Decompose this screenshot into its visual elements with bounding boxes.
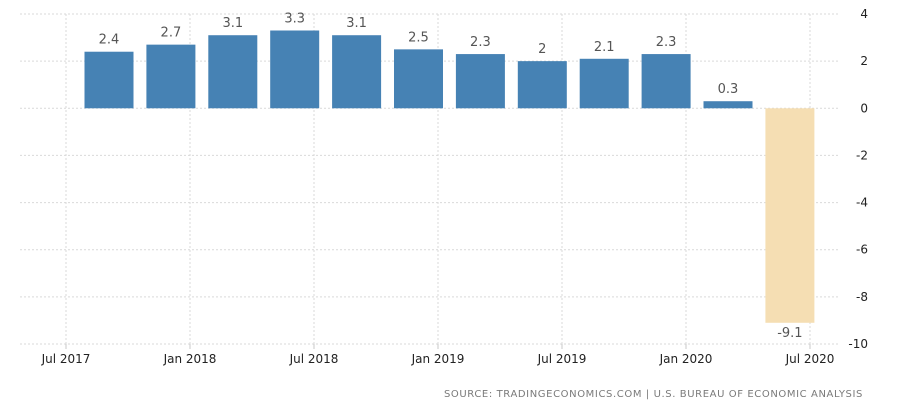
x-tick-label: Jul 2019 — [537, 352, 587, 366]
bar — [208, 35, 258, 109]
bars-group — [84, 30, 815, 323]
bar-data-label: 2.5 — [408, 30, 429, 45]
bar-data-label: -9.1 — [777, 326, 802, 341]
x-tick-label: Jan 2020 — [659, 352, 713, 366]
bar — [146, 44, 196, 109]
y-tick-label: 0 — [860, 101, 868, 115]
bar — [641, 54, 691, 109]
bar-data-label: 3.1 — [222, 16, 243, 31]
y-tick-label: 4 — [860, 7, 868, 21]
bar-data-label: 2.7 — [161, 26, 182, 41]
bar — [394, 49, 443, 109]
x-tick-label: Jan 2019 — [411, 352, 465, 366]
bar — [455, 54, 505, 109]
y-tick-label: -6 — [856, 243, 868, 257]
bar — [703, 101, 753, 109]
bar-data-label: 3.3 — [284, 12, 305, 27]
y-axis: 4 2 0 -2 -4 -6 -8 -10 — [848, 7, 868, 351]
x-axis: Jul 2017 Jan 2018 Jul 2018 Jan 2019 Jul 2019… — [41, 344, 835, 366]
bar — [270, 30, 320, 109]
bar-data-label: 2.3 — [656, 35, 677, 50]
source-caption: SOURCE: TRADINGECONOMICS.COM | U.S. BURE… — [443, 389, 863, 400]
bar — [84, 51, 134, 109]
bar-data-label: 2.4 — [99, 33, 120, 48]
x-tick-label: Jul 2018 — [289, 352, 339, 366]
y-tick-label: -4 — [856, 196, 868, 210]
bar — [517, 61, 567, 109]
bar-data-label: 2.3 — [470, 35, 491, 50]
bar-data-label: 0.3 — [718, 82, 739, 97]
x-tick-label: Jul 2017 — [41, 352, 91, 366]
bar-data-label: 2 — [538, 42, 546, 57]
bar — [765, 108, 815, 323]
bar — [579, 58, 629, 109]
bar-data-label: 2.1 — [594, 40, 615, 55]
x-tick-label: Jan 2018 — [163, 352, 217, 366]
y-tick-label: -10 — [848, 337, 868, 351]
y-tick-label: 2 — [860, 54, 868, 68]
x-tick-label: Jul 2020 — [785, 352, 835, 366]
data-labels-group: 2.4 2.7 3.1 3.3 3.1 2.5 2.3 2 2.1 2.3 0.3 -9.1 — [99, 12, 803, 341]
bar-data-label: 3.1 — [346, 16, 367, 31]
y-tick-label: -2 — [856, 148, 868, 162]
y-tick-label: -8 — [856, 290, 868, 304]
bar — [332, 35, 382, 109]
